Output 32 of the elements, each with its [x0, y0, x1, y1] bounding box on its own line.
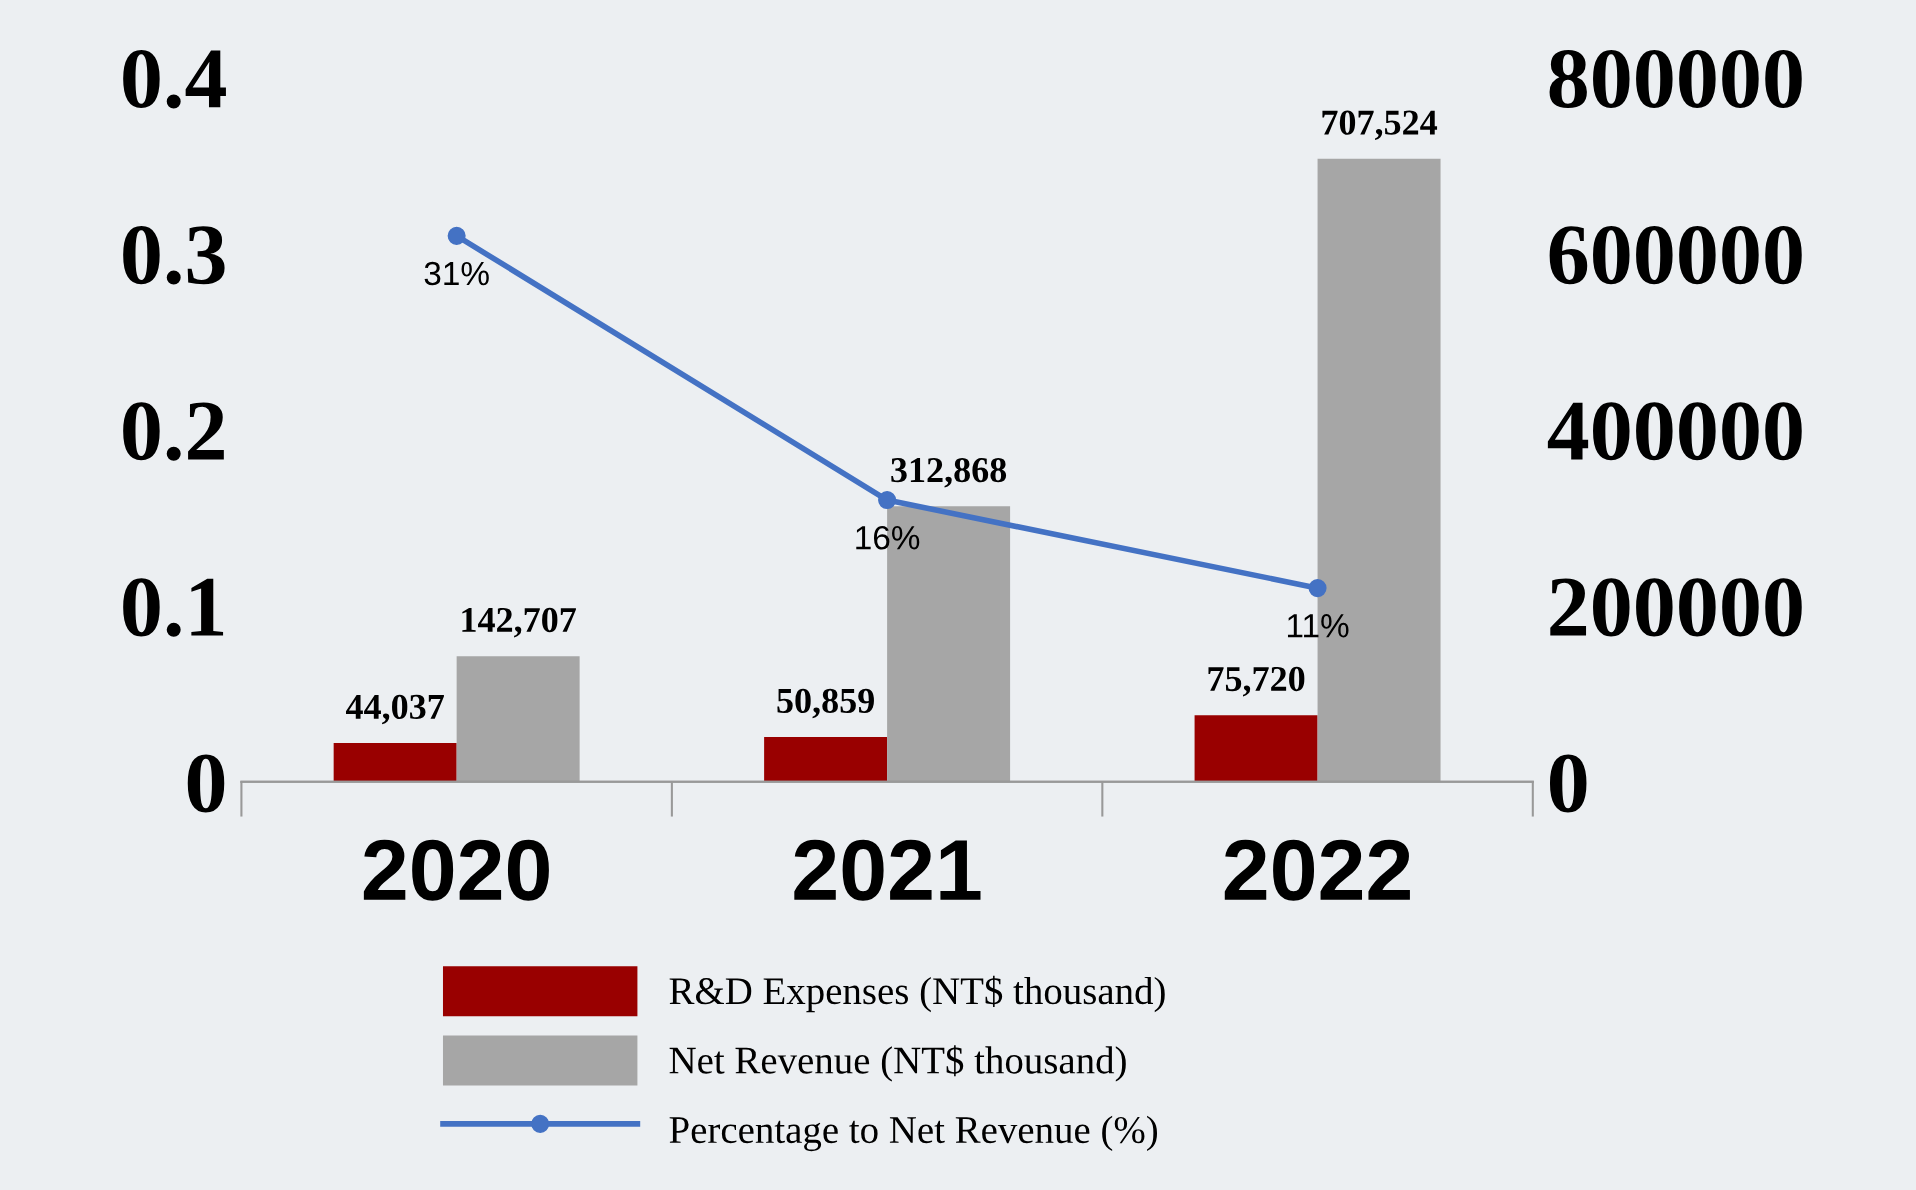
x-tick-label: 2021	[794, 839, 981, 901]
y-tick-label: 0.4	[123, 49, 226, 109]
legend-label: R&D Expenses (NT$ thousand)	[669, 975, 1165, 1013]
data-label: 31%	[424, 261, 489, 286]
data-label: 44,037	[346, 694, 444, 725]
y2-tick-label: 200000	[1550, 578, 1802, 637]
y-tick-label: 0.1	[123, 578, 224, 637]
y2-tick-label: 400000	[1547, 402, 1802, 461]
bar	[456, 656, 580, 782]
data-label: 16%	[856, 525, 920, 550]
bar	[764, 737, 888, 782]
point	[1308, 579, 1327, 598]
legend-label: Percentage to Net Revenue (%)	[669, 1115, 1158, 1152]
y2-tick-label: 0	[1549, 754, 1587, 813]
data-label: 707,524	[1322, 110, 1438, 141]
point	[878, 491, 897, 510]
y2-tick-label: 800000	[1549, 49, 1802, 109]
legend-label: Net Revenue (NT$ thousand)	[669, 1045, 1126, 1082]
y-tick-label: 0.2	[123, 402, 224, 461]
bar	[333, 743, 457, 782]
data-label: 11%	[1287, 614, 1349, 638]
data-label: 75,720	[1208, 666, 1305, 697]
y-tick-label: 0	[187, 754, 225, 813]
bar	[1194, 715, 1318, 782]
x-tick-label: 2022	[1224, 839, 1410, 901]
x-tick-label: 2020	[363, 839, 549, 901]
point	[447, 226, 466, 245]
y2-tick-label: 600000	[1549, 226, 1802, 285]
data-label: 312,868	[891, 457, 1007, 488]
data-label: 142,707	[462, 607, 576, 638]
data-label: 50,859	[777, 688, 874, 719]
y-tick-label: 0.3	[123, 226, 225, 285]
